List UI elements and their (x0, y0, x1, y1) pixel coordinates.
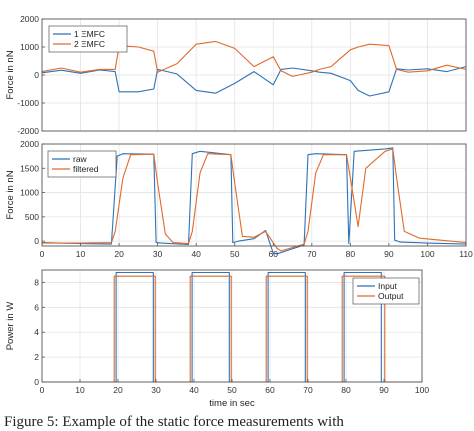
x-tick-label: 110 (459, 249, 473, 259)
y-tick-label: 8 (34, 277, 39, 287)
y-tick-label: 1000 (20, 42, 39, 52)
y-axis-label: Force in nN (5, 50, 16, 99)
x-tick-label: 0 (40, 385, 45, 395)
legend-entry: filtered (73, 164, 99, 174)
y-tick-label: 4 (34, 327, 39, 337)
series-line-2 (42, 148, 467, 252)
x-tick-label: 10 (75, 385, 85, 395)
y-tick-label: 500 (25, 212, 39, 222)
y-tick-label: 6 (34, 302, 39, 312)
y-tick-label: 1500 (20, 163, 39, 173)
series-line-1 (41, 66, 467, 97)
legend-entry: Output (378, 291, 404, 301)
x-tick-label: 40 (191, 249, 201, 259)
y-tick-label: 0 (34, 377, 39, 387)
y-tick-label: 0 (34, 70, 39, 80)
chart-2: 2000 1500 1000 500 00 10 20 30 40 50 60 70 80 90 100 11… (5, 139, 473, 259)
y-tick-label: 1000 (20, 188, 39, 198)
x-tick-label: 70 (303, 385, 313, 395)
y-tick-label: 2 (34, 352, 39, 362)
y-axis-label: Power in W (5, 302, 16, 351)
legend-entry: Input (378, 281, 398, 291)
y-tick-label: 2000 (20, 14, 39, 24)
y-tick-label: 0 (34, 236, 39, 246)
x-tick-label: 90 (379, 385, 389, 395)
x-tick-label: 70 (307, 249, 317, 259)
x-tick-label: 60 (265, 385, 275, 395)
x-tick-label: 60 (269, 249, 279, 259)
x-tick-label: 10 (76, 249, 86, 259)
legend-entry: raw (73, 154, 88, 164)
legend-entry: 1 ΞMFC (74, 29, 105, 39)
plot-frame (41, 143, 467, 247)
y-tick-label: 2000 (20, 139, 39, 149)
x-axis-label: time in sec (209, 398, 255, 409)
x-tick-label: 50 (230, 249, 240, 259)
x-tick-label: 50 (227, 385, 237, 395)
x-tick-label: 20 (114, 249, 124, 259)
figure-caption: Figure 5: Example of the static force me… (4, 414, 344, 430)
x-tick-label: 90 (384, 249, 394, 259)
legend-box (47, 150, 117, 178)
x-tick-label: 80 (341, 385, 351, 395)
y-tick-label: -2000 (17, 126, 39, 136)
series-line-2 (41, 40, 467, 77)
legend-entry: 2 ΞMFC (74, 39, 105, 49)
x-tick-label: 40 (189, 385, 199, 395)
y-axis-label: Force in nN (5, 170, 16, 219)
legend-box (48, 25, 128, 53)
x-tick-label: 20 (113, 385, 123, 395)
x-tick-label: 0 (40, 249, 45, 259)
x-tick-label: 80 (346, 249, 356, 259)
legend-box (352, 277, 420, 305)
y-tick-label: -1000 (17, 98, 39, 108)
x-tick-label: 100 (415, 385, 429, 395)
x-tick-label: 100 (420, 249, 434, 259)
x-tick-label: 30 (151, 385, 161, 395)
x-tick-label: 30 (153, 249, 163, 259)
